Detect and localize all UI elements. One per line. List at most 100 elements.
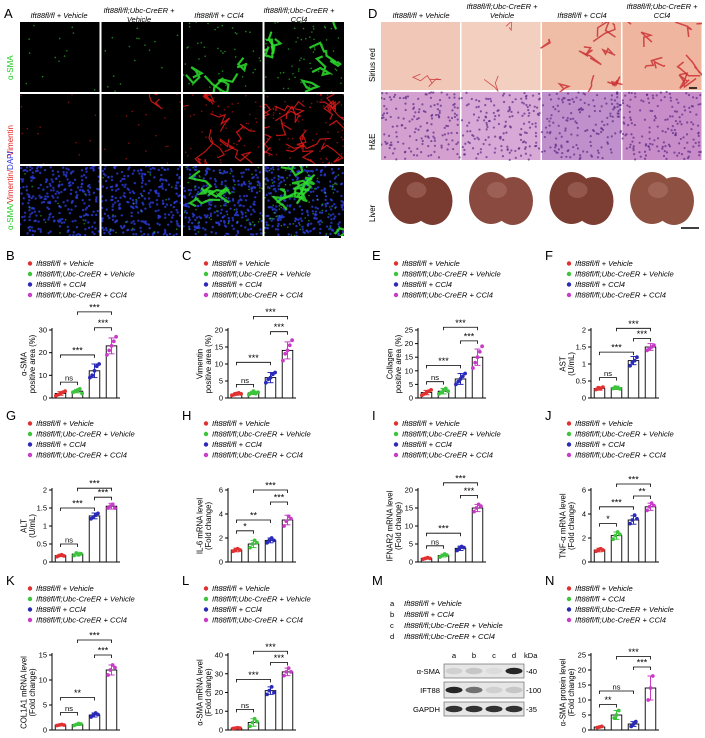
data-point: [472, 509, 476, 514]
significance-label: ***: [611, 497, 622, 507]
significance-label: ***: [248, 670, 259, 680]
legend-text: Ift88fl/fl + CCl4: [402, 280, 452, 289]
significance-bracket: [616, 656, 651, 660]
panel-a-col-header-3: Ift88fl/fl + CCl4: [194, 11, 244, 20]
y-tick-label: 0: [43, 394, 47, 403]
legend-text: Ift88fl/fl + Vehicle: [212, 419, 270, 428]
significance-bracket: [616, 483, 651, 487]
data-point: [594, 387, 598, 392]
y-tick-label: 0: [409, 558, 413, 567]
y-tick-label: 1: [43, 522, 47, 531]
blot-band: [505, 667, 523, 675]
panel-d-col-header-1: Ift88fl/fl + Vehicle: [392, 11, 450, 20]
blot-band: [465, 686, 483, 694]
significance-bracket: [77, 311, 112, 315]
y-tick-label: 6: [582, 486, 586, 495]
y-tick-label: 2: [43, 486, 47, 495]
chart-k: Ift88fl/fl + Vehicle Ift88fl/fl;Ubc-CreER…: [19, 584, 134, 735]
legend-marker: [27, 431, 33, 437]
significance-label: ns: [604, 369, 612, 378]
significance-bracket: [599, 377, 617, 381]
significance-bracket: [77, 487, 112, 492]
y-tick-label: 5: [582, 711, 586, 720]
data-point: [71, 390, 75, 395]
significance-label: ***: [265, 481, 276, 491]
y-tick-label: 0: [409, 394, 413, 403]
panel-d-svg: [380, 11, 705, 232]
data-point: [628, 521, 632, 526]
data-point: [231, 549, 235, 554]
legend-text: Ift88fl/fl + Vehicle: [212, 584, 270, 593]
panel-d-col-header-2: Ift88fl/fl;Ubc-CreER + Vehicle: [466, 2, 538, 20]
significance-bracket: [633, 338, 651, 342]
legend-marker: [203, 617, 209, 623]
legend-text: Ift88fl/fl;Ubc-CreER + CCl4: [575, 616, 666, 625]
panel-a-col-header-1: Ift88fl/fl + Vehicle: [30, 11, 88, 20]
blot-strip: [443, 681, 525, 699]
y-tick-label: 20: [405, 339, 413, 348]
micrograph-tile: [20, 166, 100, 236]
significance-bracket: [236, 384, 254, 388]
bar: [54, 393, 67, 399]
significance-bracket: [253, 316, 288, 320]
legend-marker: [27, 442, 33, 447]
significance-bracket: [60, 354, 95, 358]
significance-bracket: [94, 327, 112, 331]
chart-l: Ift88fl/fl + Vehicle Ift88fl/fl;Ubc-CreER…: [195, 584, 310, 735]
significance-label: ***: [98, 488, 109, 498]
significance-label: ***: [628, 475, 639, 485]
data-point: [251, 389, 256, 394]
bar: [105, 669, 118, 731]
significance-bracket: [426, 545, 444, 549]
data-point: [646, 698, 651, 702]
data-point: [429, 387, 433, 392]
data-point: [475, 355, 480, 360]
legend-text: Ift88fl/fl;Ubc-CreER + Vehicle: [36, 430, 135, 439]
data-point: [247, 392, 251, 397]
data-point: [94, 364, 99, 369]
significance-label: ***: [628, 319, 639, 329]
significance-label: ***: [628, 647, 639, 657]
data-point: [612, 716, 617, 720]
significance-bracket: [60, 381, 78, 386]
data-point: [632, 358, 637, 363]
legend-marker: [27, 271, 33, 277]
data-point: [284, 519, 289, 524]
bar: [264, 539, 277, 563]
significance-label: **: [250, 511, 258, 521]
panel-a-col-header-2: Ift88fl/fl;Ubc-CreER + Vehicle: [103, 6, 175, 24]
data-point: [238, 548, 242, 552]
significance-bracket: [443, 326, 478, 331]
panel-a-row-label-sma: α-SMA: [6, 55, 15, 80]
significance-label: ***: [464, 331, 475, 341]
data-point: [60, 390, 65, 395]
panel-label-c: C: [182, 248, 192, 263]
bar: [593, 726, 606, 731]
significance-label: ns: [241, 701, 249, 710]
data-point: [598, 386, 603, 391]
legend-marker: [27, 617, 33, 623]
data-point: [635, 355, 639, 360]
blot-band: [445, 705, 463, 713]
data-point: [290, 338, 294, 343]
legend-marker: [203, 282, 209, 287]
data-point: [282, 673, 286, 678]
data-point: [109, 343, 114, 348]
legend-marker: [203, 586, 209, 591]
merge-sma-text: α-SMA/: [6, 203, 15, 230]
bar: [71, 724, 84, 731]
legend-marker: [203, 607, 209, 612]
data-point: [267, 688, 272, 693]
legend-marker: [566, 596, 572, 602]
data-point: [248, 545, 252, 550]
y-tick-label: 40: [215, 651, 223, 660]
legend-marker: [27, 607, 33, 612]
legend-text: Ift88fl/fl + Vehicle: [36, 584, 94, 593]
bar: [627, 723, 640, 731]
lane-label: b: [472, 651, 476, 660]
chart-c: Ift88fl/fl + Vehicle Ift88fl/fl;Ubc-CreER…: [195, 259, 310, 403]
data-point: [269, 684, 274, 689]
bar: [71, 553, 84, 563]
y-tick-label: 2: [219, 534, 223, 543]
significance-label: ***: [89, 302, 100, 312]
